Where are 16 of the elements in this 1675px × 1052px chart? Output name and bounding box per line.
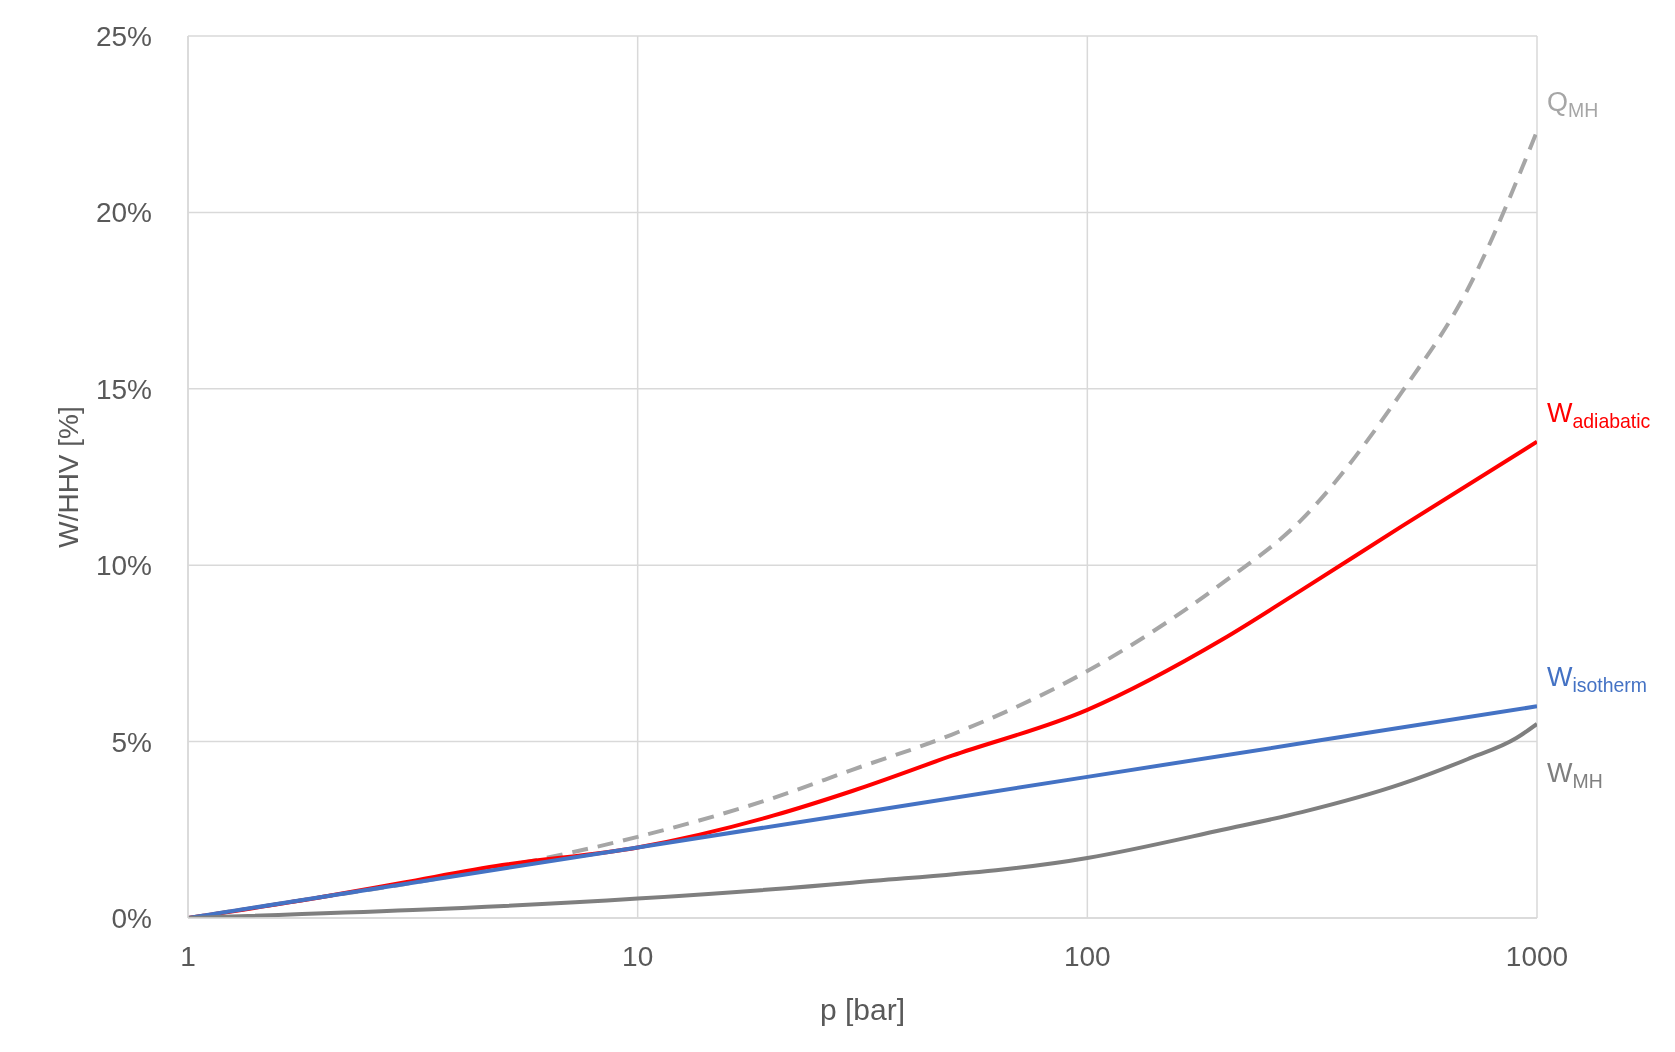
x-tick-label: 10	[622, 940, 654, 972]
y-tick-label: 5%	[111, 726, 152, 758]
y-tick-label: 25%	[95, 20, 152, 52]
y-tick-label: 20%	[95, 197, 152, 229]
y-tick-label: 15%	[95, 373, 152, 405]
x-tick-label: 1	[180, 940, 196, 972]
y-axis-title: W/HHV [%]	[52, 406, 84, 548]
x-axis-title: p [bar]	[819, 993, 906, 1026]
y-tick-label: 0%	[111, 902, 152, 934]
series-label: W$_{MH}$	[1547, 757, 1603, 792]
y-tick-label: 10%	[95, 550, 152, 582]
x-tick-label: 100	[1063, 940, 1111, 972]
series-label: Q$_{MH}$	[1547, 87, 1599, 121]
series-label: W$_{adiabatic}$	[1547, 397, 1651, 432]
series-label: W$_{isotherm}$	[1547, 662, 1648, 697]
x-tick-label: 1000	[1505, 940, 1569, 972]
